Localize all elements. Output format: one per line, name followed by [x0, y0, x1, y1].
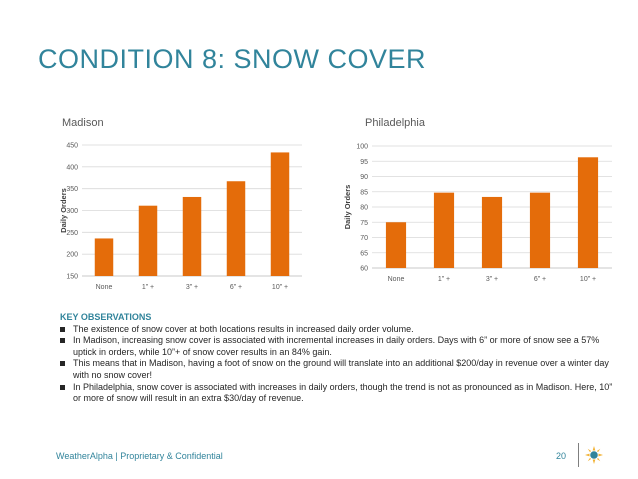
- chart-title: Madison: [62, 117, 104, 129]
- bar: [481, 196, 503, 268]
- x-tick-label: 3” +: [186, 284, 198, 291]
- observation-item: This means that in Madison, having a foo…: [60, 358, 620, 381]
- x-tick-label: 6” +: [534, 276, 546, 283]
- chart-title: Philadelphia: [365, 117, 426, 129]
- y-tick-label: 80: [360, 205, 368, 212]
- bar: [433, 192, 455, 268]
- page-number: 20: [556, 451, 567, 461]
- square-bullet-icon: [60, 384, 65, 390]
- observation-item: In Philadelphia, snow cover is associate…: [60, 382, 620, 405]
- philadelphia-chart-svg: Philadelphia 60 65 70 75 80 85 90 95 100 Daily Ord…: [343, 117, 612, 283]
- madison-chart-svg: Madison 150 200 250 300 350 400 450 Daily Orders…: [59, 117, 302, 291]
- footer-divider: [578, 443, 579, 467]
- y-tick-label: 90: [360, 174, 368, 181]
- observations-list: The existence of snow cover at both loca…: [60, 324, 620, 405]
- sun-logo-icon: [585, 446, 603, 464]
- bar: [270, 152, 290, 276]
- y-axis-label: Daily Orders: [59, 188, 68, 233]
- y-tick-label: 350: [66, 186, 78, 193]
- observation-text: This means that in Madison, having a foo…: [73, 358, 609, 380]
- x-tick-label: 3” +: [486, 276, 498, 283]
- observation-text: The existence of snow cover at both loca…: [73, 323, 414, 334]
- y-tick-label: 60: [360, 266, 368, 273]
- y-tick-label: 200: [66, 252, 78, 259]
- observation-text: In Philadelphia, snow cover is associate…: [73, 381, 613, 404]
- x-tick-label: 10” +: [580, 276, 596, 283]
- observations-heading: KEY OBSERVATIONS: [60, 312, 152, 322]
- x-tick-label: None: [388, 276, 405, 283]
- y-tick-label: 450: [66, 143, 78, 150]
- observation-item: The existence of snow cover at both loca…: [60, 324, 620, 336]
- bar: [94, 238, 114, 276]
- slide-title: CONDITION 8: SNOW COVER: [38, 44, 427, 74]
- y-tick-label: 65: [360, 250, 368, 257]
- y-tick-label: 400: [66, 164, 78, 171]
- y-tick-label: 95: [360, 159, 368, 166]
- y-tick-label: 100: [356, 144, 368, 151]
- y-tick-label: 75: [360, 220, 368, 227]
- madison-chart: Madison 150 200 250 300 350 400 450 Daily Orders…: [40, 110, 310, 300]
- y-tick-label: 85: [360, 189, 368, 196]
- square-bullet-icon: [60, 326, 65, 332]
- y-tick-label: 250: [66, 230, 78, 237]
- bar: [529, 192, 551, 268]
- bar: [138, 205, 158, 276]
- x-tick-label: 10” +: [272, 284, 288, 291]
- square-bullet-icon: [60, 338, 65, 344]
- key-observations: KEY OBSERVATIONS The existence of snow c…: [60, 312, 620, 405]
- y-axis-label: Daily Orders: [343, 185, 352, 230]
- y-tick-label: 150: [66, 274, 78, 281]
- x-tick-label: 1” +: [142, 284, 154, 291]
- philadelphia-chart: Philadelphia 60 65 70 75 80 85 90 95 100 Daily Ord…: [330, 110, 620, 300]
- bar: [385, 222, 407, 268]
- y-tick-label: 300: [66, 208, 78, 215]
- y-tick-label: 70: [360, 235, 368, 242]
- bar: [182, 196, 202, 276]
- observation-text: In Madison, increasing snow cover is ass…: [73, 335, 600, 357]
- square-bullet-icon: [60, 361, 65, 367]
- observation-item: In Madison, increasing snow cover is ass…: [60, 335, 620, 358]
- bar: [226, 181, 246, 276]
- bar: [577, 157, 599, 268]
- x-tick-label: 6” +: [230, 284, 242, 291]
- footer-text: WeatherAlpha | Proprietary & Confidentia…: [56, 451, 223, 461]
- x-tick-label: 1” +: [438, 276, 450, 283]
- x-tick-label: None: [96, 284, 113, 291]
